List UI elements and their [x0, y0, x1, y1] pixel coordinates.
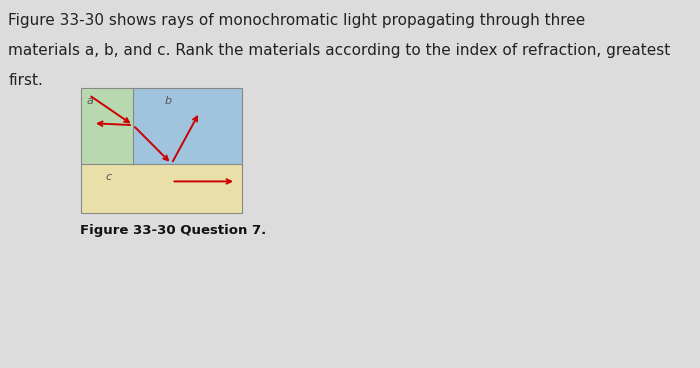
Text: first.: first. — [8, 73, 43, 88]
Bar — [80, 88, 242, 213]
Bar — [80, 88, 133, 164]
Bar — [133, 88, 242, 164]
Text: a: a — [86, 96, 93, 106]
Text: Figure 33-30 Question 7.: Figure 33-30 Question 7. — [80, 224, 267, 237]
Text: c: c — [105, 172, 111, 182]
Bar — [80, 164, 242, 213]
Text: b: b — [164, 96, 172, 106]
Text: Figure 33-30 shows rays of monochromatic light propagating through three: Figure 33-30 shows rays of monochromatic… — [8, 13, 586, 28]
Text: materials a, b, and c. Rank the materials according to the index of refraction, : materials a, b, and c. Rank the material… — [8, 43, 671, 58]
